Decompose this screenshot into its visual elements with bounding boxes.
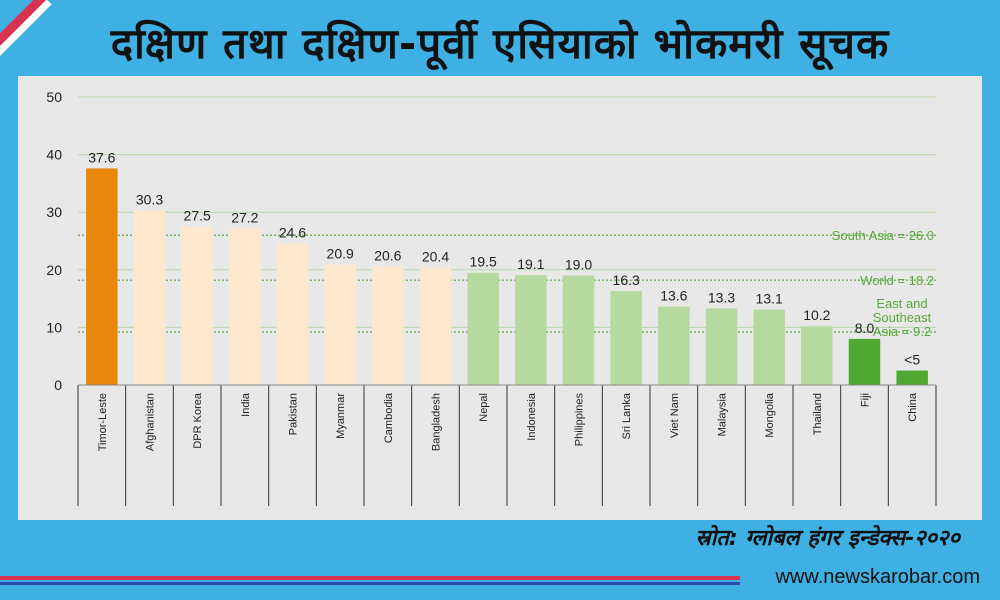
x-tick-label: Viet Nam bbox=[669, 393, 681, 438]
chart-panel: 0 10 20 30 40 50 37.6 Timor-Leste 30.3 Afghanista… bbox=[18, 76, 982, 520]
data-label: 24.6 bbox=[279, 224, 306, 240]
x-tick-label: India bbox=[240, 392, 252, 417]
data-label: 20.4 bbox=[422, 248, 449, 264]
y-tick-label: 50 bbox=[46, 89, 62, 105]
x-tick-label: Afghanistan bbox=[145, 393, 157, 451]
data-label: 27.5 bbox=[184, 208, 211, 224]
bar bbox=[229, 228, 261, 385]
data-label: 19.5 bbox=[470, 254, 497, 270]
bar bbox=[705, 308, 738, 385]
data-label: <5 bbox=[904, 352, 920, 368]
x-tick-label: Nepal bbox=[478, 393, 490, 422]
data-label: 13.6 bbox=[660, 288, 687, 304]
bar bbox=[610, 291, 642, 385]
reference-line-label: Asia = 9.2 bbox=[873, 324, 931, 339]
data-label: 16.3 bbox=[613, 272, 640, 288]
y-tick-label: 10 bbox=[46, 319, 62, 335]
bar bbox=[86, 168, 118, 385]
bar bbox=[896, 370, 928, 385]
data-label: 8.0 bbox=[855, 320, 875, 336]
y-tick-label: 0 bbox=[54, 377, 62, 393]
website-link[interactable]: www.newskarobar.com bbox=[775, 566, 980, 588]
bar bbox=[801, 326, 833, 385]
data-label: 27.2 bbox=[231, 209, 258, 225]
footer-line-red bbox=[0, 576, 740, 580]
data-label: 20.9 bbox=[327, 246, 354, 262]
data-label: 20.6 bbox=[374, 247, 401, 263]
x-tick-label: China bbox=[907, 392, 919, 422]
y-tick-label: 20 bbox=[46, 262, 62, 278]
bar bbox=[467, 272, 499, 385]
data-label: 30.3 bbox=[136, 191, 163, 207]
x-tick-label: Bangladesh bbox=[431, 393, 443, 451]
x-tick-label: Indonesia bbox=[526, 392, 538, 441]
y-tick-label: 30 bbox=[46, 204, 62, 220]
page-title: दक्षिण तथा दक्षिण-पूर्वी एसियाको भोकमरी … bbox=[110, 19, 890, 68]
x-tick-label: Fiji bbox=[860, 393, 872, 407]
x-tick-label: DPR Korea bbox=[192, 392, 204, 449]
x-tick-label: Cambodia bbox=[383, 392, 395, 443]
data-label: 13.1 bbox=[756, 291, 783, 307]
x-tick-label: Philippines bbox=[574, 393, 586, 447]
reference-line-label: East and bbox=[876, 296, 927, 311]
bar bbox=[181, 226, 213, 385]
bar bbox=[848, 338, 881, 385]
bar bbox=[753, 309, 785, 385]
bar-chart: 0 10 20 30 40 50 37.6 Timor-Leste 30.3 Afghanista… bbox=[46, 89, 937, 506]
bar bbox=[372, 266, 404, 385]
bar bbox=[276, 243, 309, 385]
x-tick-label: Myanmar bbox=[335, 393, 347, 439]
x-tick-label: Sri Lanka bbox=[621, 392, 633, 439]
reference-line-label: South Asia = 26.0 bbox=[832, 228, 934, 243]
data-label: 10.2 bbox=[803, 307, 830, 323]
x-tick-label: Mongolia bbox=[764, 392, 776, 438]
bar bbox=[658, 306, 690, 385]
bar bbox=[562, 275, 595, 385]
data-label: 19.1 bbox=[517, 256, 544, 272]
bar bbox=[133, 210, 166, 385]
data-label: 19.0 bbox=[565, 257, 592, 273]
bar bbox=[324, 264, 356, 385]
x-tick-label: Pakistan bbox=[288, 393, 300, 435]
x-tick-label: Thailand bbox=[812, 393, 824, 435]
bar bbox=[515, 274, 547, 385]
data-label: 13.3 bbox=[708, 289, 735, 305]
y-tick-label: 40 bbox=[46, 147, 62, 163]
reference-line-label: Southeast bbox=[873, 310, 932, 325]
source-credit: स्रोत: ग्लोबल हंगर इन्डेक्स-२०२० bbox=[695, 526, 960, 551]
x-tick-label: Timor-Leste bbox=[97, 393, 109, 451]
data-label: 37.6 bbox=[88, 149, 115, 165]
reference-line-label: World = 18.2 bbox=[860, 273, 934, 288]
x-tick-label: Malaysia bbox=[717, 392, 729, 436]
bar bbox=[419, 267, 452, 385]
footer-line-blue bbox=[0, 582, 740, 585]
